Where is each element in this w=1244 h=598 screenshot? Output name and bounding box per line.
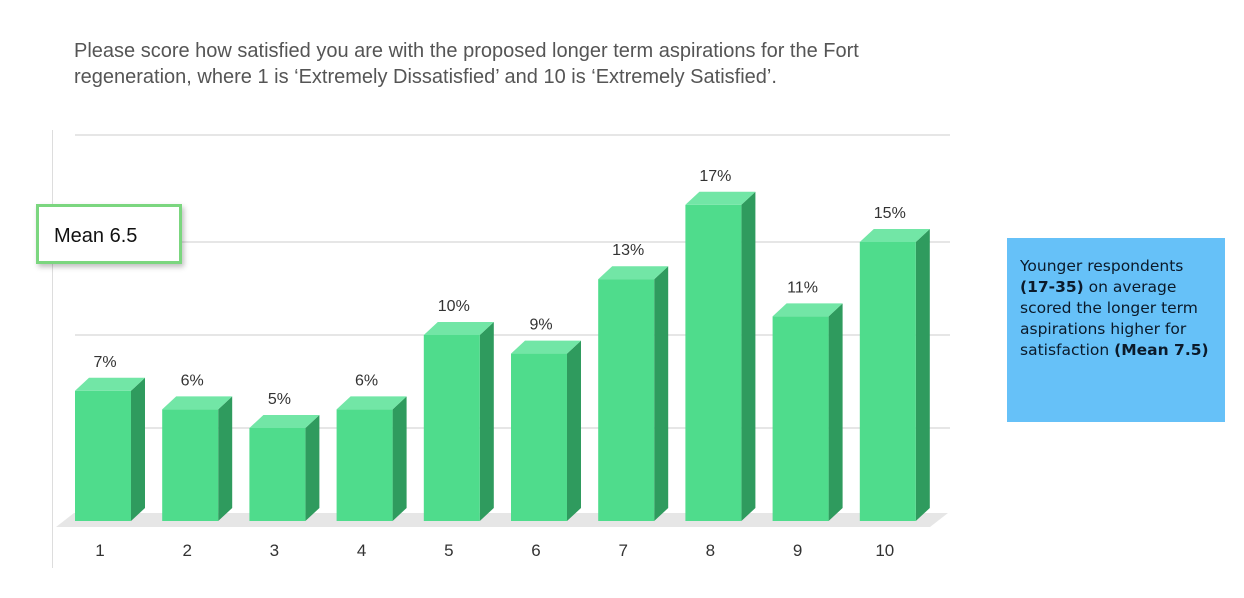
bar-top (336, 396, 407, 410)
x-tick-label: 1 (95, 541, 104, 560)
data-label: 6% (181, 372, 204, 389)
chart-title: Please score how satisfied you are with … (74, 40, 859, 88)
bar-side (915, 229, 930, 521)
bar-top (598, 266, 669, 280)
bar (772, 316, 829, 521)
callout-text-2: on average scored the longer term aspira… (1020, 278, 1198, 359)
bar-top (772, 303, 843, 317)
bar-top (423, 322, 494, 335)
data-label: 9% (529, 317, 552, 334)
bar (859, 242, 916, 521)
callout-bold-mean: (Mean 7.5) (1114, 341, 1209, 359)
x-tick-label: 5 (444, 541, 453, 560)
data-label: 5% (268, 391, 291, 408)
data-label: 11% (787, 279, 818, 296)
x-tick-label: 3 (270, 541, 279, 560)
x-tick-label: 6 (531, 541, 540, 560)
bar (423, 335, 480, 521)
x-tick-label: 2 (182, 541, 191, 560)
bar (511, 353, 567, 521)
bar-top (859, 229, 930, 242)
x-tick-label: 7 (618, 541, 627, 560)
data-label: 10% (438, 298, 470, 315)
bar (249, 428, 306, 521)
bar-top (249, 415, 320, 428)
callout-bold-age: (17-35) (1020, 278, 1084, 296)
bar-side (305, 415, 320, 521)
bar-top (75, 377, 145, 391)
bar-side (741, 191, 756, 522)
data-label: 17% (699, 168, 731, 185)
callout-box: Younger respondents (17-35) on average s… (1007, 238, 1225, 422)
data-label: 15% (874, 205, 906, 222)
bar-side (828, 303, 843, 521)
bar (162, 409, 219, 521)
chart-frame-left (52, 130, 53, 568)
bar-side (392, 396, 407, 521)
bar (685, 204, 742, 522)
x-tick-label: 4 (357, 541, 366, 560)
mean-box: Mean 6.5 (36, 204, 182, 264)
x-tick-label: 10 (875, 541, 894, 560)
bar-side (479, 322, 494, 521)
x-tick-label: 9 (793, 541, 802, 560)
bar-top (685, 191, 756, 205)
data-label: 6% (355, 372, 378, 389)
x-tick-label: 8 (706, 541, 715, 560)
callout-text-1: Younger respondents (1020, 257, 1184, 275)
bar (336, 409, 393, 521)
bar-side (131, 377, 145, 521)
bar-side (654, 266, 669, 521)
bar-side (567, 340, 581, 521)
bar (75, 390, 131, 521)
bar-top (511, 340, 581, 354)
data-label: 7% (93, 354, 116, 371)
bar-top (162, 396, 233, 410)
bar-side (218, 396, 233, 521)
bar (598, 279, 655, 521)
data-label: 13% (612, 242, 644, 259)
